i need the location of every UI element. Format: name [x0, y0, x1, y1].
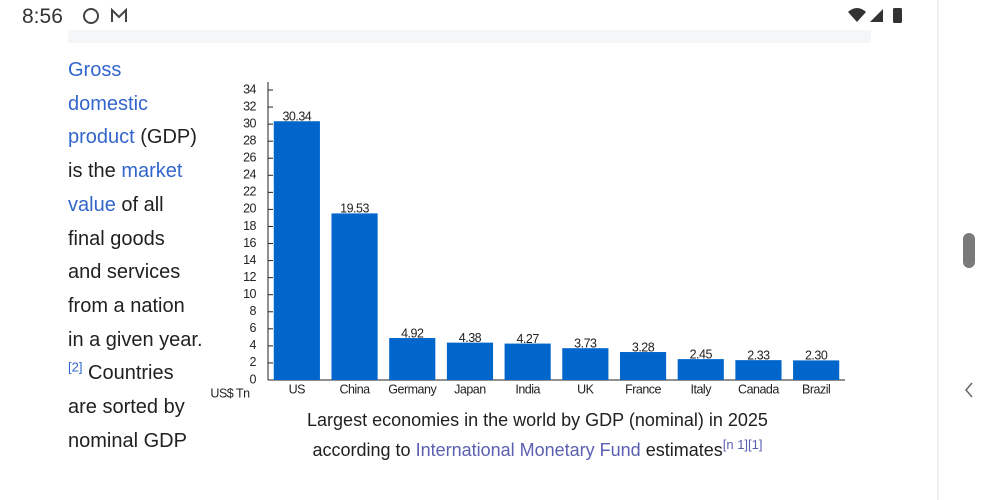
text: according to [312, 440, 416, 460]
text: of all final goods and services from a n… [68, 193, 203, 351]
link[interactable]: market value [68, 160, 183, 216]
y-tick-label: 0 [250, 372, 257, 386]
bar [619, 352, 667, 380]
reference[interactable]: [n 1][1] [722, 437, 763, 452]
y-axis-label: US$ Tn [210, 386, 250, 400]
y-tick-label: 10 [243, 287, 256, 301]
value-label: 19.53 [340, 202, 369, 216]
x-tick-label: Japan [454, 382, 486, 396]
bar [677, 359, 724, 380]
y-tick-label: 18 [243, 219, 256, 233]
side-panel-handle[interactable] [965, 382, 973, 398]
y-tick-label: 16 [243, 236, 256, 250]
x-tick-label: Germany [388, 382, 437, 396]
x-tick-label: Brazil [802, 382, 830, 396]
caption-line: Largest economies in the world by GDP (n… [307, 410, 768, 430]
x-tick-label: Italy [691, 382, 713, 396]
value-label: 2.45 [690, 347, 713, 361]
chart-caption: Largest economies in the world by GDP (n… [250, 405, 825, 465]
y-tick-label: 30 [243, 116, 256, 130]
x-tick-label: France [625, 382, 661, 396]
bar [735, 360, 782, 380]
value-label: 3.28 [632, 340, 655, 354]
text: (GDP) is the [68, 126, 197, 183]
signal-icon [870, 9, 883, 22]
link[interactable]: Gross domestic product [68, 59, 149, 149]
x-tick-label: India [515, 382, 540, 396]
y-tick-label: 34 [243, 82, 256, 96]
x-tick-label: Canada [738, 382, 779, 396]
y-tick-label: 20 [243, 202, 256, 216]
value-label: 2.33 [747, 348, 770, 362]
bar [273, 121, 320, 380]
status-icon [111, 7, 127, 22]
intro-paragraph: Gross domestic product (GDP) is the mark… [68, 54, 203, 458]
y-tick-label: 32 [243, 99, 256, 113]
link[interactable]: International Monetary Fund [415, 440, 641, 460]
text: estimates [640, 440, 723, 460]
wifi-icon [848, 8, 866, 22]
y-tick-label: 14 [243, 253, 256, 267]
y-tick-label: 8 [250, 304, 257, 318]
value-label: 2.30 [805, 349, 828, 363]
value-label: 4.27 [516, 332, 539, 346]
bar [562, 348, 609, 380]
value-label: 4.38 [459, 331, 482, 345]
bar [793, 360, 840, 380]
y-tick-label: 12 [243, 270, 256, 284]
x-tick-label: China [339, 382, 370, 396]
value-label: 30.34 [282, 110, 311, 124]
battery-icon [893, 8, 902, 23]
x-tick-label: UK [577, 382, 595, 396]
scroll-thumb[interactable] [963, 233, 975, 268]
x-tick-label: US [289, 382, 306, 396]
y-tick-label: 26 [243, 151, 256, 165]
bar [504, 343, 551, 380]
bar [331, 213, 378, 380]
y-tick-label: 28 [243, 133, 256, 147]
y-tick-label: 2 [250, 355, 257, 369]
value-label: 4.92 [401, 326, 424, 340]
cut-off-box [68, 30, 871, 43]
status-icon [83, 8, 99, 24]
y-tick-label: 4 [250, 338, 257, 352]
y-tick-label: 22 [243, 185, 256, 199]
reference[interactable]: [2] [68, 359, 83, 375]
y-tick-label: 6 [250, 321, 257, 335]
value-label: 3.73 [574, 336, 597, 350]
bar [446, 342, 494, 380]
bar [389, 338, 436, 380]
status-time: 8:56 [22, 5, 63, 28]
text: Countries are sorted by nominal GDP [68, 362, 187, 452]
y-tick-label: 24 [243, 168, 256, 182]
